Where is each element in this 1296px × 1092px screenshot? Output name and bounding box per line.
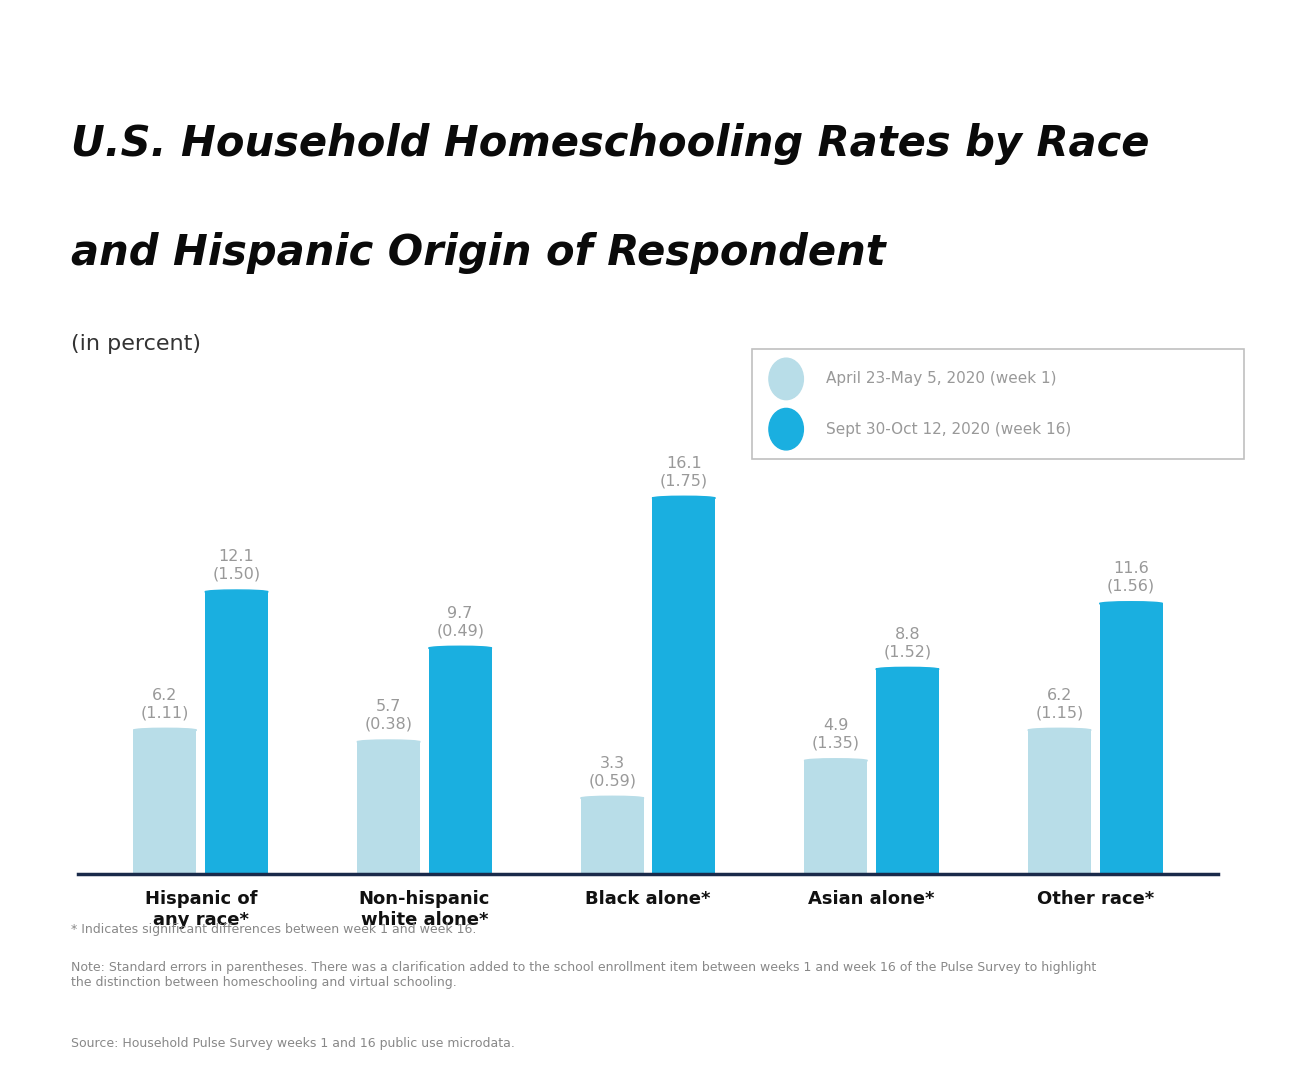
Text: 6.2
(1.15): 6.2 (1.15) — [1036, 688, 1083, 720]
Bar — [429, 648, 491, 874]
Bar — [1028, 731, 1091, 874]
Ellipse shape — [205, 590, 268, 594]
Ellipse shape — [652, 496, 715, 500]
Ellipse shape — [581, 796, 644, 799]
Ellipse shape — [133, 728, 197, 732]
Text: (in percent): (in percent) — [71, 334, 201, 354]
Text: Note: Standard errors in parentheses. There was a clarification added to the sch: Note: Standard errors in parentheses. Th… — [71, 961, 1096, 989]
Bar — [805, 760, 867, 874]
Bar — [581, 798, 644, 874]
Bar — [1099, 604, 1163, 874]
Ellipse shape — [1099, 602, 1163, 605]
Text: 12.1
(1.50): 12.1 (1.50) — [213, 549, 260, 582]
Text: 5.7
(0.38): 5.7 (0.38) — [364, 699, 412, 732]
Text: 16.1
(1.75): 16.1 (1.75) — [660, 455, 708, 488]
Text: 11.6
(1.56): 11.6 (1.56) — [1107, 561, 1155, 594]
Ellipse shape — [429, 646, 491, 650]
Text: 6.2
(1.11): 6.2 (1.11) — [141, 688, 189, 720]
Text: Source: Household Pulse Survey weeks 1 and 16 public use microdata.: Source: Household Pulse Survey weeks 1 a… — [71, 1037, 515, 1051]
Ellipse shape — [876, 667, 938, 670]
Ellipse shape — [769, 408, 804, 450]
Bar — [358, 741, 420, 874]
Text: U.S. Household Homeschooling Rates by Race: U.S. Household Homeschooling Rates by Ra… — [71, 123, 1150, 165]
Text: * Indicates significant differences between week 1 and week 16.: * Indicates significant differences betw… — [71, 923, 477, 936]
Ellipse shape — [1028, 728, 1091, 732]
Ellipse shape — [358, 740, 420, 744]
Text: 8.8
(1.52): 8.8 (1.52) — [884, 627, 932, 660]
Text: 9.7
(0.49): 9.7 (0.49) — [437, 606, 485, 638]
Text: and Hispanic Origin of Respondent: and Hispanic Origin of Respondent — [71, 233, 886, 274]
FancyBboxPatch shape — [752, 349, 1244, 459]
Text: 3.3
(0.59): 3.3 (0.59) — [588, 756, 636, 788]
Bar — [133, 731, 197, 874]
Text: 4.9
(1.35): 4.9 (1.35) — [811, 719, 859, 750]
Text: Sept 30-Oct 12, 2020 (week 16): Sept 30-Oct 12, 2020 (week 16) — [826, 422, 1070, 437]
Ellipse shape — [805, 759, 867, 762]
Text: April 23-May 5, 2020 (week 1): April 23-May 5, 2020 (week 1) — [826, 371, 1056, 387]
Bar — [205, 592, 268, 874]
Bar — [876, 669, 938, 874]
Ellipse shape — [769, 358, 804, 400]
Bar — [652, 498, 715, 874]
